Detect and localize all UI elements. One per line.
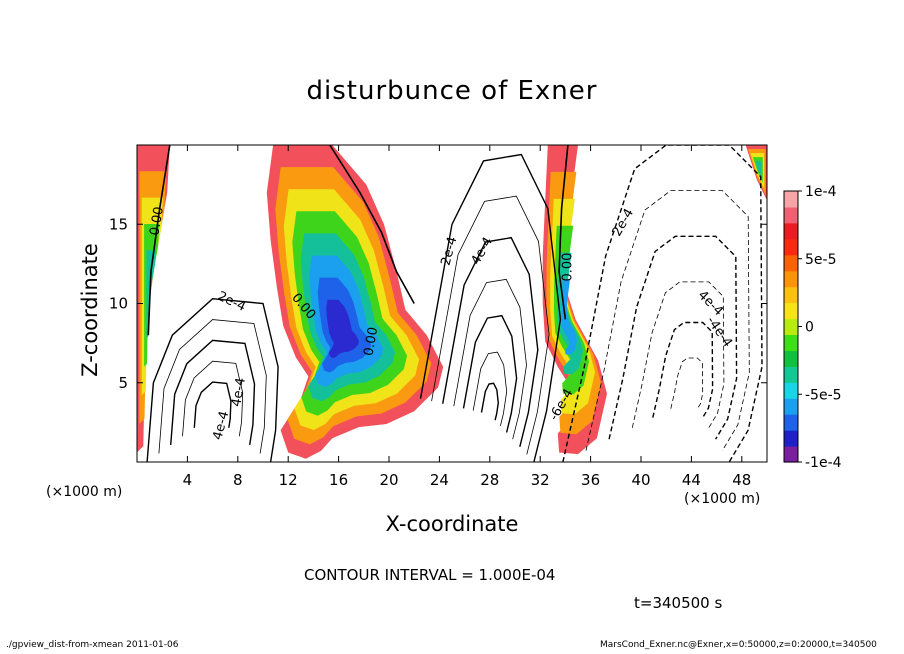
- colorbar-tick-label: 1e-4: [805, 184, 837, 200]
- x-unit-label-left: (×1000 m): [46, 484, 123, 500]
- y-axis-label: Z-coordinate: [78, 243, 102, 377]
- contour-label: 4e-4: [229, 377, 249, 408]
- x-tick-label: 48: [732, 471, 751, 489]
- colorbar-swatch: [784, 238, 798, 256]
- x-tick-label: 16: [329, 471, 348, 489]
- footer-left-note: ./gpview_dist-from-xmean 2011-01-06: [6, 640, 179, 650]
- colorbar-swatch: [784, 191, 798, 208]
- contour-line: [585, 190, 750, 451]
- colorbar-tick-label: 5e-5: [805, 252, 836, 268]
- colorbar-swatch: [784, 430, 798, 447]
- contour-label: 2e-4: [438, 235, 460, 267]
- contour-line: [419, 153, 562, 462]
- y-tick-label: 5: [118, 374, 128, 392]
- colorbar-swatch: [784, 286, 798, 304]
- contour-label: 0.00: [560, 253, 575, 282]
- x-tick-label: 24: [430, 471, 449, 489]
- contour-line: [442, 236, 539, 447]
- contour-line: [562, 145, 763, 462]
- contour-line: [182, 360, 244, 437]
- contour-line: [453, 278, 527, 440]
- contour-line: [462, 314, 518, 433]
- colorbar-tick-label: -1e-4: [805, 455, 842, 471]
- x-unit-label-right: (×1000 m): [684, 491, 761, 507]
- x-tick-label: 4: [183, 471, 193, 489]
- colorbar-swatch: [784, 222, 798, 240]
- filled-contours: [137, 145, 767, 459]
- contour-line: [608, 235, 738, 440]
- x-tick-label: 36: [581, 471, 600, 489]
- colorbar-swatch: [784, 270, 798, 288]
- contour-label: -4e-4: [703, 314, 735, 350]
- colorbar-swatch: [784, 302, 798, 320]
- contour-interval-note: CONTOUR INTERVAL = 1.000E-04: [304, 566, 556, 584]
- left-edge-band-band: [146, 250, 156, 339]
- contour-label: 0.00: [361, 326, 381, 357]
- x-tick-label: 8: [233, 471, 243, 489]
- contour-line: [431, 195, 550, 455]
- contour-label: 4e-4: [210, 409, 232, 441]
- x-tick-label: 44: [682, 471, 701, 489]
- colorbar-swatch: [784, 350, 798, 367]
- zero-contour: [329, 145, 415, 304]
- contour-line: [480, 382, 500, 421]
- footer-right-note: MarsCond_Exner.nc@Exner,x=0:50000,z=0:20…: [600, 640, 877, 650]
- colorbar-tick-label: -5e-5: [805, 387, 842, 403]
- colorbar-swatch: [784, 206, 798, 224]
- colorbar-swatch: [784, 446, 798, 463]
- left-edge-band-band: [144, 224, 160, 367]
- contour-label: 4e-4: [695, 288, 726, 319]
- x-tick-label: 32: [531, 471, 550, 489]
- colorbar-swatch: [784, 318, 798, 335]
- contour-line: [652, 321, 714, 418]
- zero-contour: [558, 145, 569, 320]
- contour-line: [670, 357, 704, 409]
- contour-line: [170, 339, 256, 446]
- colorbar-swatch: [784, 414, 798, 431]
- contour-line: [472, 351, 508, 426]
- contour-line: [631, 281, 725, 429]
- contour-label: 0.00: [147, 206, 167, 237]
- time-annotation: t=340500 s: [634, 594, 723, 612]
- colorbar-swatch: [784, 366, 798, 383]
- colorbar-swatch: [784, 334, 798, 351]
- right-plume-band: [561, 279, 577, 355]
- y-tick-label: 10: [109, 295, 128, 313]
- contour-lines: [146, 145, 763, 462]
- y-tick-label: 15: [109, 215, 128, 233]
- x-tick-label: 28: [480, 471, 499, 489]
- x-tick-label: 20: [379, 471, 398, 489]
- x-tick-label: 12: [279, 471, 298, 489]
- x-tick-label: 40: [631, 471, 650, 489]
- contour-label: 4e-4: [468, 235, 496, 268]
- colorbar-swatch: [784, 382, 798, 399]
- colorbar-swatch: [784, 398, 798, 415]
- right-edge-band-band: [755, 161, 762, 177]
- central-plume-band: [326, 299, 359, 359]
- contour-label: 2e-4: [215, 289, 248, 315]
- contour-line: [146, 297, 279, 462]
- colorbar: 1e-4 5e-5 0 -5e-5 -1e-4: [783, 184, 842, 471]
- x-axis-label: X-coordinate: [385, 512, 519, 536]
- colorbar-tick-label: 0: [805, 320, 814, 336]
- colorbar-swatch: [784, 254, 798, 272]
- zero-contour: [147, 145, 171, 336]
- contour-line: [193, 381, 232, 428]
- contour-line: [158, 319, 267, 454]
- chart-title: disturbunce of Exner: [306, 76, 598, 106]
- contour-label: 2e-4: [610, 206, 638, 239]
